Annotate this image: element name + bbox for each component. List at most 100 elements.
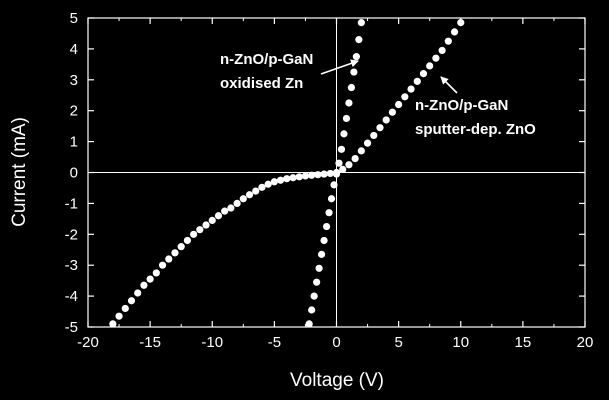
x-tick-label: 20 <box>577 334 594 351</box>
y-tick-label: -4 <box>65 288 78 305</box>
x-tick-label: -20 <box>77 334 99 351</box>
data-point-sputter <box>121 304 129 313</box>
data-point-sputter <box>245 191 254 199</box>
data-point-oxidised <box>327 195 336 203</box>
data-point-sputter <box>450 28 459 36</box>
annotation-sputter-line1: n-ZnO/p-GaN <box>415 97 508 114</box>
data-point-sputter <box>388 108 397 116</box>
x-tick-label: 15 <box>515 334 532 351</box>
data-point-sputter <box>457 19 465 27</box>
data-point-sputter <box>233 199 241 207</box>
data-point-sputter <box>252 187 260 195</box>
data-point-sputter <box>177 243 185 251</box>
data-point-sputter <box>401 93 409 101</box>
data-point-oxidised <box>305 320 313 328</box>
data-point-oxidised <box>320 236 328 245</box>
data-point-oxidised <box>352 53 360 61</box>
y-tick-label: 5 <box>70 10 78 27</box>
data-point-sputter <box>115 312 123 320</box>
data-point-sputter <box>295 173 303 181</box>
data-point-sputter <box>395 100 403 109</box>
annotation-sputter-line2: sputter-dep. ZnO <box>415 121 536 138</box>
y-tick-label: -2 <box>65 226 78 243</box>
data-point-sputter <box>190 230 198 238</box>
data-point-sputter <box>426 62 434 70</box>
annotation-sputter-arrow <box>440 76 458 94</box>
data-point-sputter <box>351 154 359 163</box>
y-tick-label: -3 <box>65 257 78 274</box>
data-point-sputter <box>239 195 247 203</box>
data-point-sputter <box>382 116 390 124</box>
data-point-sputter <box>165 255 173 263</box>
data-point-sputter <box>289 174 297 182</box>
data-point-sputter <box>432 54 440 62</box>
data-point-sputter <box>345 161 353 169</box>
data-point-sputter <box>407 85 415 93</box>
data-point-sputter <box>308 171 316 179</box>
data-point-sputter <box>146 275 154 283</box>
data-point-sputter <box>264 180 272 188</box>
annotation-oxidised-arrow <box>320 59 359 75</box>
x-tick-label: -15 <box>139 334 161 351</box>
data-point-sputter <box>183 236 191 245</box>
data-point-sputter <box>214 212 223 220</box>
data-point-sputter <box>320 170 328 178</box>
data-point-sputter <box>326 169 334 178</box>
y-tick-label: -5 <box>65 319 78 336</box>
data-point-sputter <box>152 269 160 277</box>
data-point-sputter <box>140 281 148 289</box>
y-tick-label: 4 <box>70 41 78 58</box>
data-point-oxidised <box>345 99 353 107</box>
data-point-sputter <box>276 176 285 184</box>
data-point-oxidised <box>357 19 365 27</box>
data-point-oxidised <box>355 36 363 44</box>
y-axis-title: Current (mA) <box>9 117 30 227</box>
data-point-sputter <box>363 139 372 147</box>
data-point-oxidised <box>330 181 338 189</box>
data-point-oxidised <box>325 209 333 217</box>
data-point-oxidised <box>317 250 326 258</box>
annotation-oxidised-line1: n-ZnO/p-GaN <box>220 51 313 68</box>
annotation-oxidised-line2: oxidised Zn <box>220 75 303 92</box>
data-point-oxidised <box>340 130 348 138</box>
x-tick-label: 0 <box>332 334 340 351</box>
y-tick-label: 2 <box>70 103 78 120</box>
y-tick-label: 3 <box>70 72 78 89</box>
data-point-sputter <box>258 183 266 191</box>
data-point-oxidised <box>310 292 318 300</box>
data-point-oxidised <box>313 278 321 286</box>
data-point-sputter <box>270 178 278 186</box>
data-point-sputter <box>444 37 452 45</box>
y-tick-label: 0 <box>70 165 78 182</box>
data-point-sputter <box>134 289 142 297</box>
data-point-sputter <box>171 249 179 257</box>
data-point-sputter <box>419 70 428 78</box>
data-point-oxidised <box>322 222 331 231</box>
data-point-sputter <box>283 175 291 183</box>
data-point-sputter <box>208 216 216 224</box>
data-point-sputter <box>301 172 310 180</box>
data-point-sputter <box>413 77 421 85</box>
data-point-oxidised <box>308 306 316 314</box>
data-point-sputter <box>438 46 446 55</box>
data-point-sputter <box>376 124 384 132</box>
data-point-sputter <box>109 320 117 328</box>
data-point-sputter <box>221 207 229 215</box>
data-point-oxidised <box>337 145 346 153</box>
data-point-sputter <box>357 147 365 155</box>
x-tick-label: -10 <box>201 334 223 351</box>
data-point-sputter <box>314 171 322 179</box>
x-tick-label: 5 <box>394 334 402 351</box>
data-point-sputter <box>227 204 235 212</box>
y-tick-label: -1 <box>65 195 78 212</box>
data-point-sputter <box>370 131 378 140</box>
x-tick-label: -5 <box>268 334 281 351</box>
data-point-oxidised <box>350 68 358 76</box>
data-point-oxidised <box>347 83 356 92</box>
data-point-oxidised <box>342 114 351 123</box>
x-axis-title: Voltage (V) <box>290 370 384 391</box>
data-point-sputter <box>339 165 347 174</box>
data-point-sputter <box>332 168 341 177</box>
